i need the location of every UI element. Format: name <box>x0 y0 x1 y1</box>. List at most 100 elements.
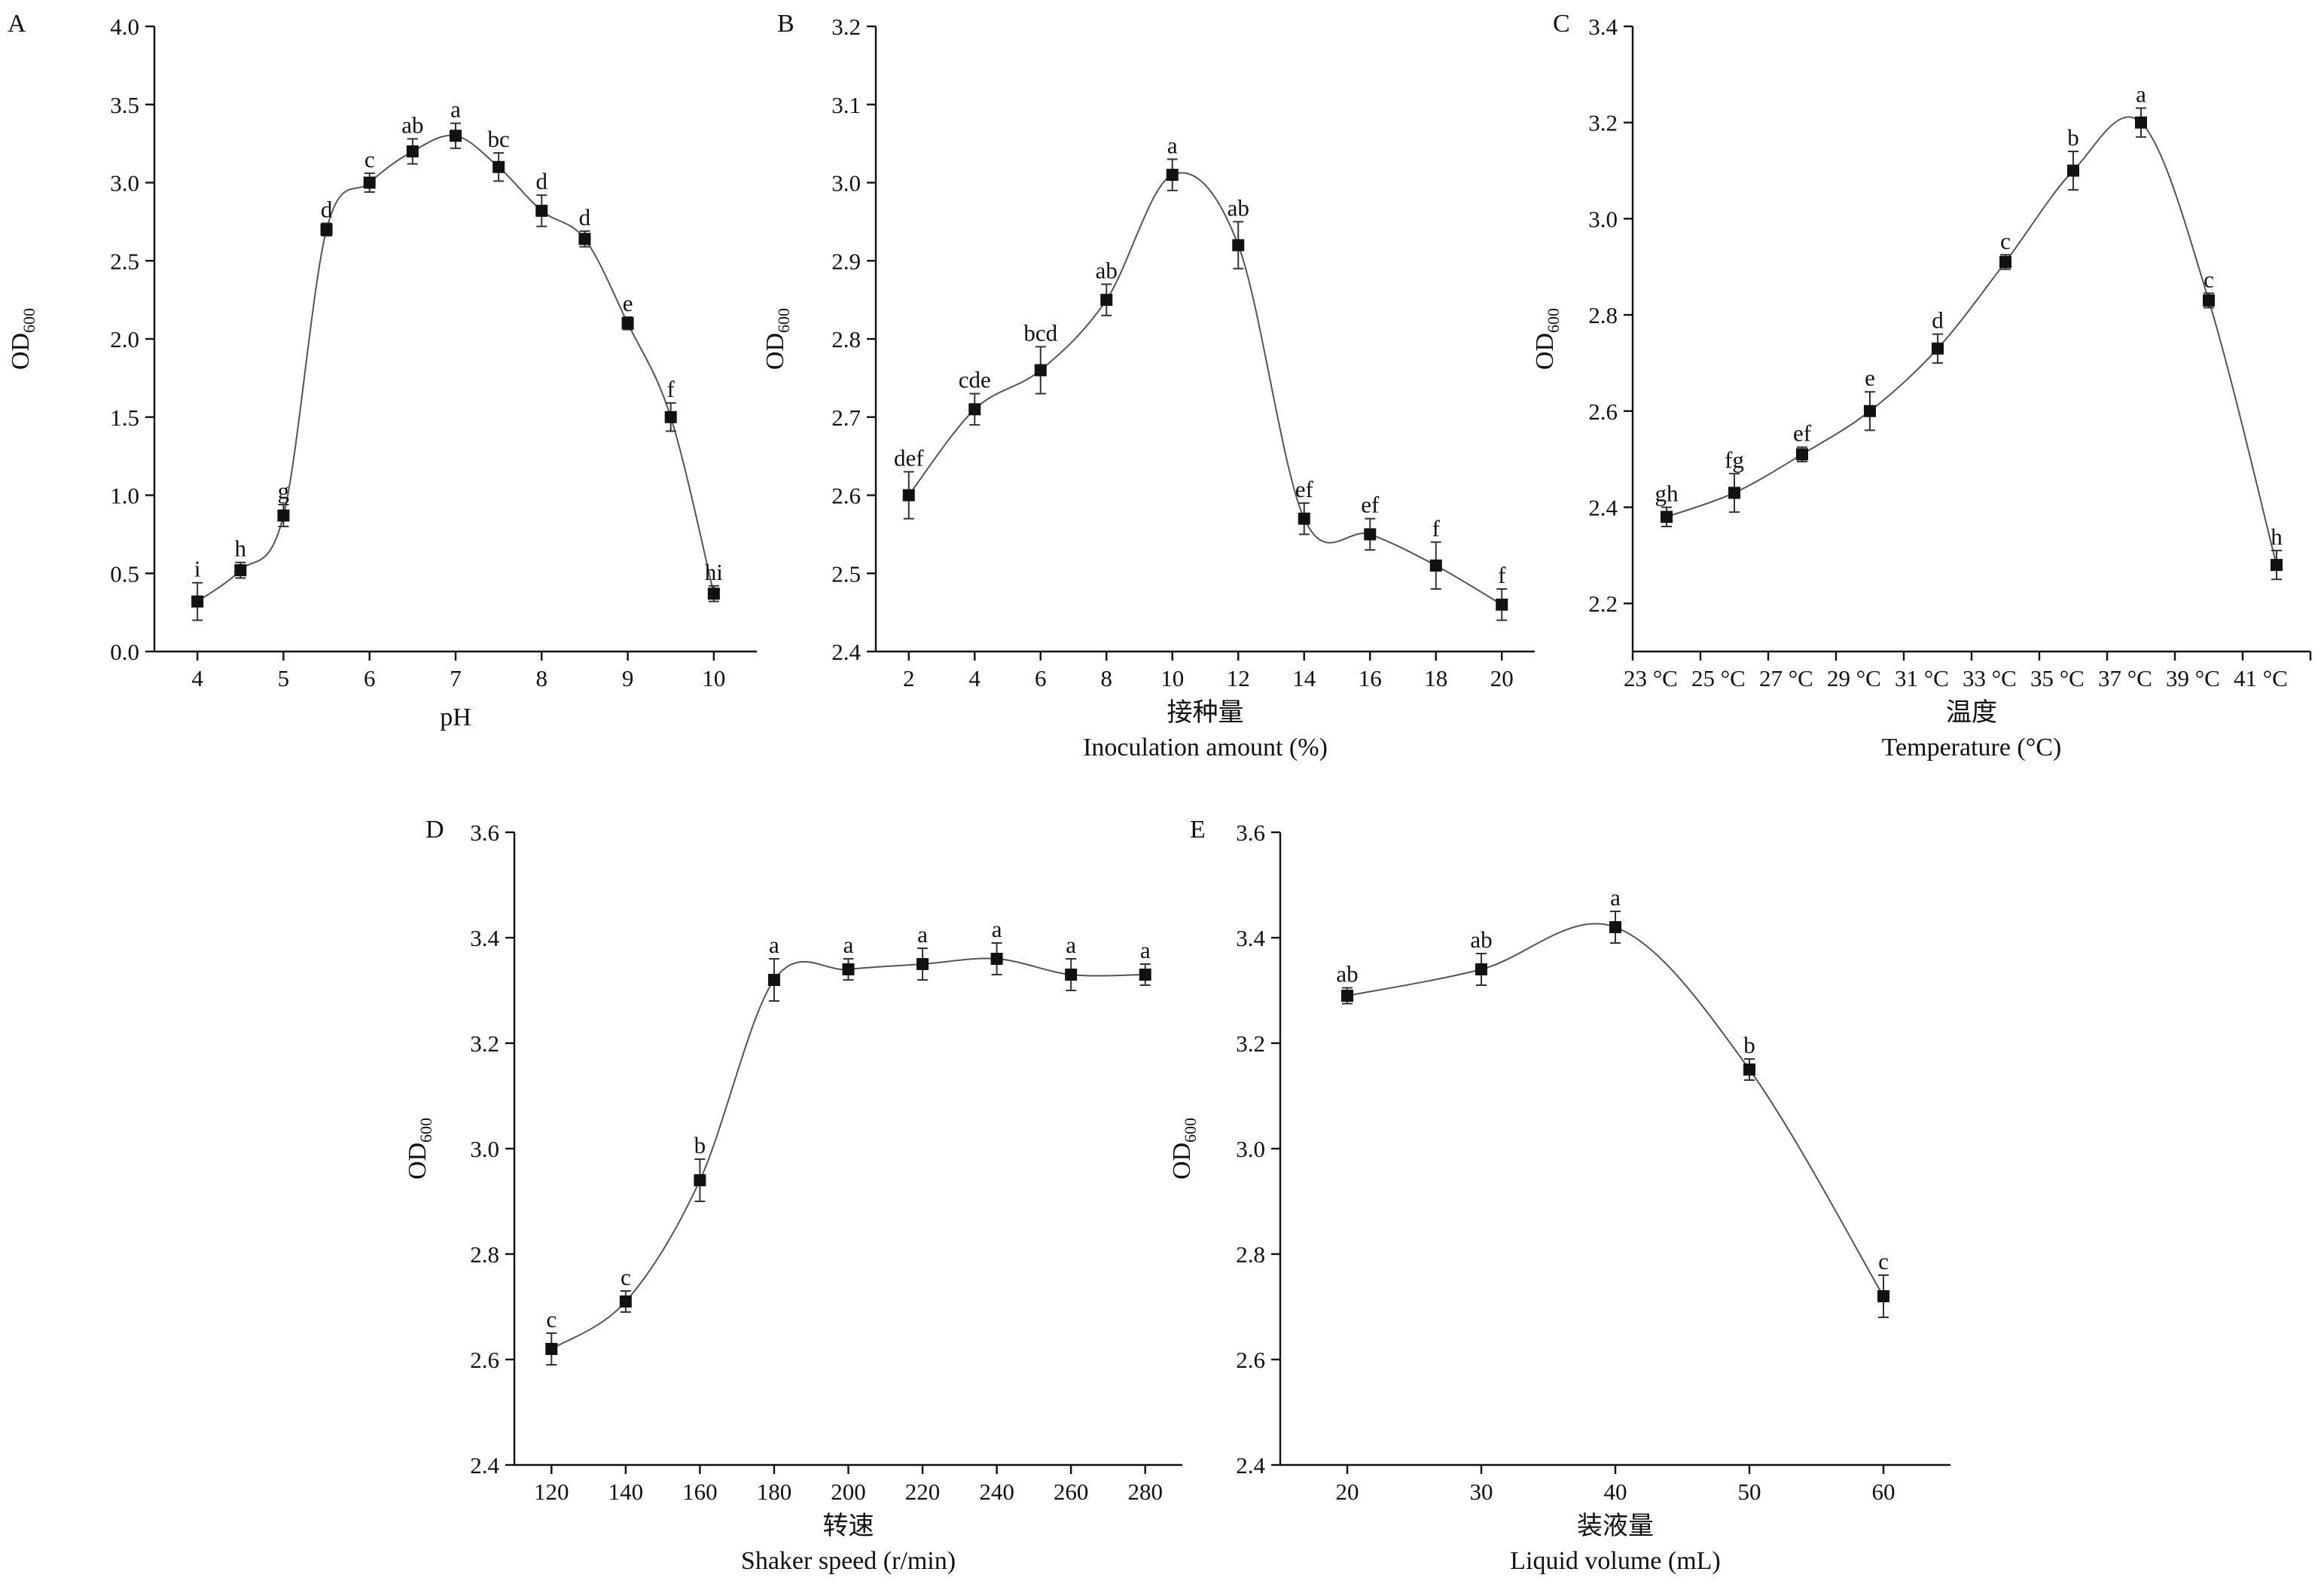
x-tick-label: 8 <box>536 665 548 691</box>
significance-letter: f <box>1498 562 1506 588</box>
y-tick-label: 2.6 <box>831 483 861 509</box>
x-tick-label: 50 <box>1738 1479 1761 1505</box>
x-tick-label: 9 <box>622 665 634 691</box>
y-tick-label: 3.2 <box>1588 110 1618 136</box>
y-tick-label: 3.4 <box>1588 14 1618 40</box>
y-axis-label-main: OD <box>1531 333 1559 370</box>
significance-letter: ab <box>401 111 423 138</box>
data-point <box>1166 169 1179 182</box>
x-tick-label: 12 <box>1227 665 1250 691</box>
significance-letter: d <box>579 204 591 230</box>
panel-c: C 2.2 2.4 2.6 2.8 3.0 3.2 3.4 23 °C 25 °C 27 °C 29 … <box>1531 10 2312 761</box>
significance-letter: c <box>621 1264 631 1290</box>
significance-letter: b <box>694 1132 706 1158</box>
data-point <box>767 974 780 986</box>
y-tick-label: 3.6 <box>1236 819 1265 846</box>
y-tick-label: 3.4 <box>470 925 499 951</box>
y-tick-label: 4.0 <box>110 14 139 40</box>
y-axis-label-main: OD <box>404 1143 432 1179</box>
significance-letter: ab <box>1336 961 1358 987</box>
x-tick-label: 4 <box>191 665 203 691</box>
data-point <box>2135 116 2147 129</box>
x-tick-label: 160 <box>682 1479 718 1505</box>
data-point <box>2271 559 2283 572</box>
x-tick-label: 30 <box>1470 1479 1493 1505</box>
data-point <box>277 509 290 522</box>
significance-letter: def <box>894 444 924 471</box>
x-tick-label: 180 <box>757 1479 792 1505</box>
significance-letter: a <box>2136 81 2146 108</box>
y-tick-label: 3.0 <box>831 170 861 197</box>
series-line <box>1347 923 1884 1297</box>
significance-letter: e <box>1865 365 1875 391</box>
data-point <box>664 410 677 423</box>
significance-letter: b <box>2067 124 2079 151</box>
series-line <box>551 957 1145 1350</box>
data-point <box>234 564 247 577</box>
x-tick-label: 39 °C <box>2166 665 2220 691</box>
y-axis-label: OD600 <box>404 1118 435 1179</box>
y-tick-label: 2.6 <box>1588 398 1618 425</box>
y-axis-label: OD600 <box>1168 1118 1200 1179</box>
data-point <box>619 1295 632 1308</box>
x-tick-label: 6 <box>364 665 376 691</box>
x-tick-label: 220 <box>905 1479 941 1505</box>
significance-letter: g <box>278 478 290 504</box>
y-axis-label-sub: 600 <box>1181 1118 1200 1143</box>
x-tick-label: 10 <box>1160 665 1184 691</box>
y-tick-label: 3.0 <box>470 1136 499 1162</box>
x-axis-label-en: Inoculation amount (%) <box>1083 734 1328 761</box>
data-point <box>842 963 855 975</box>
x-axis-label-en: pH <box>440 703 471 731</box>
significance-letter: fg <box>1725 447 1744 473</box>
y-tick-label: 3.0 <box>1236 1136 1265 1162</box>
data-point <box>1877 1290 1889 1302</box>
data-point <box>1232 239 1245 252</box>
data-point <box>493 160 505 173</box>
significance-letter: c <box>364 146 375 172</box>
y-tick-label: 2.8 <box>1236 1241 1265 1268</box>
panel-a: A 0.0 0.5 1.0 1.5 2.0 2.5 3.0 3.5 4.0 4 5 6 7 8 9 10 OD60… <box>7 10 757 731</box>
data-point <box>1429 559 1442 572</box>
significance-letter: ab <box>1228 194 1249 221</box>
x-tick-label: 5 <box>278 665 290 691</box>
x-tick-label: 33 °C <box>1963 665 2017 691</box>
significance-letter: a <box>1066 932 1076 958</box>
y-tick-label: 2.4 <box>831 639 861 665</box>
data-point <box>621 317 634 330</box>
data-point <box>535 204 548 217</box>
series-line <box>197 134 715 603</box>
x-tick-label: 20 <box>1336 1479 1359 1505</box>
y-axis-label-main: OD <box>761 333 789 370</box>
data-point <box>545 1343 558 1355</box>
series-line <box>1666 116 2277 566</box>
data-point <box>1864 404 1876 417</box>
significance-letter: a <box>1167 132 1178 158</box>
x-tick-label: 60 <box>1872 1479 1895 1505</box>
x-tick-label: 20 <box>1490 665 1514 691</box>
x-tick-label: 40 <box>1604 1479 1627 1505</box>
panel-letter: C <box>1553 10 1570 38</box>
significance-letter: c <box>2000 227 2011 254</box>
data-point <box>1341 990 1353 1002</box>
significance-letter: a <box>992 916 1002 942</box>
significance-letter: gh <box>1655 480 1679 506</box>
y-tick-label: 3.2 <box>831 14 861 40</box>
data-point <box>1796 448 1808 461</box>
y-tick-label: 2.4 <box>1588 494 1618 520</box>
panel-e: E 2.4 2.6 2.8 3.0 3.2 3.4 3.6 20 30 40 50 60 OD600 装液量… <box>1168 816 1950 1575</box>
y-tick-label: 2.8 <box>1588 302 1618 328</box>
y-tick-label: 2.5 <box>110 248 139 274</box>
y-axis-label-sub: 600 <box>1544 308 1563 333</box>
data-point <box>707 587 720 600</box>
data-point <box>1364 528 1377 541</box>
data-point <box>320 223 333 236</box>
x-tick-label: 140 <box>608 1479 644 1505</box>
significance-letter: a <box>843 932 854 958</box>
data-point <box>1609 921 1621 933</box>
x-tick-label: 35 °C <box>2030 665 2085 691</box>
significance-letter: c <box>1878 1248 1889 1274</box>
panel-b: B 2.4 2.5 2.6 2.7 2.8 2.9 3.0 3.1 3.2 2 4 6 8 10 12 14 16… <box>761 10 1535 761</box>
x-tick-label: 25 °C <box>1691 665 1746 691</box>
